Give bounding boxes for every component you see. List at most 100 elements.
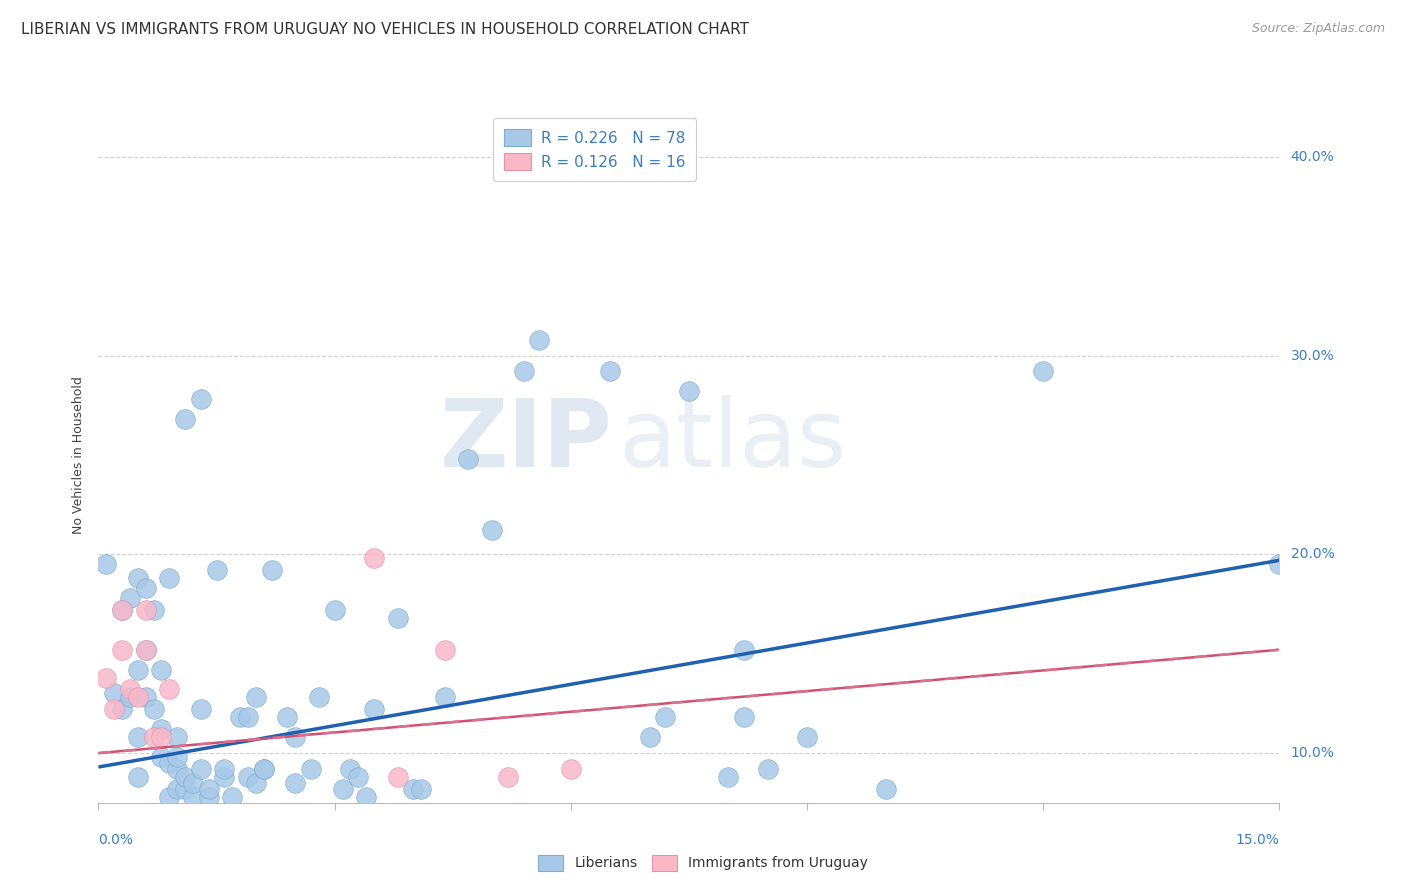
Point <box>214 770 236 784</box>
Point <box>253 762 276 776</box>
Point <box>276 710 298 724</box>
Point <box>654 710 676 724</box>
Point <box>245 690 267 705</box>
Point <box>796 730 818 744</box>
Point <box>157 682 180 697</box>
Point <box>181 776 204 790</box>
Point <box>387 611 409 625</box>
Y-axis label: No Vehicles in Household: No Vehicles in Household <box>72 376 86 533</box>
Text: atlas: atlas <box>619 395 846 487</box>
Point <box>127 730 149 744</box>
Point <box>284 730 307 744</box>
Point <box>481 524 503 538</box>
Point <box>299 762 322 776</box>
Point <box>253 762 276 776</box>
Point <box>142 702 165 716</box>
Point <box>166 781 188 796</box>
Point <box>529 333 551 347</box>
Point <box>96 671 118 685</box>
Point <box>245 776 267 790</box>
Point <box>411 781 433 796</box>
Point <box>717 770 740 784</box>
Point <box>127 690 149 705</box>
Point <box>339 762 361 776</box>
Point <box>135 642 157 657</box>
Point <box>875 781 897 796</box>
Point <box>1268 558 1291 572</box>
Point <box>150 730 173 744</box>
Point <box>103 686 125 700</box>
Point <box>166 730 188 744</box>
Point <box>135 642 157 657</box>
Text: 15.0%: 15.0% <box>1236 833 1279 847</box>
Point <box>142 730 165 744</box>
Point <box>150 663 173 677</box>
Point <box>190 392 212 407</box>
Point <box>433 642 456 657</box>
Point <box>323 603 346 617</box>
Text: 30.0%: 30.0% <box>1291 349 1334 362</box>
Point <box>733 642 755 657</box>
Point <box>678 384 700 399</box>
Legend: Liberians, Immigrants from Uruguay: Liberians, Immigrants from Uruguay <box>533 849 873 876</box>
Point <box>638 730 661 744</box>
Point <box>135 690 157 705</box>
Point <box>174 770 197 784</box>
Point <box>433 690 456 705</box>
Point <box>363 702 385 716</box>
Point <box>221 789 243 804</box>
Text: 40.0%: 40.0% <box>1291 150 1334 164</box>
Point <box>229 710 252 724</box>
Point <box>127 571 149 585</box>
Point <box>103 702 125 716</box>
Text: 0.0%: 0.0% <box>98 833 134 847</box>
Point <box>260 563 283 577</box>
Point <box>190 762 212 776</box>
Point <box>512 364 534 378</box>
Point <box>118 591 141 605</box>
Point <box>174 412 197 426</box>
Point <box>111 642 134 657</box>
Point <box>118 690 141 705</box>
Point <box>496 770 519 784</box>
Point <box>599 364 621 378</box>
Point <box>363 551 385 566</box>
Point <box>150 723 173 737</box>
Point <box>457 451 479 466</box>
Point <box>118 682 141 697</box>
Text: 20.0%: 20.0% <box>1291 548 1334 561</box>
Point <box>197 781 219 796</box>
Point <box>127 770 149 784</box>
Text: 10.0%: 10.0% <box>1291 746 1334 760</box>
Point <box>150 750 173 764</box>
Point <box>214 762 236 776</box>
Point <box>236 770 259 784</box>
Point <box>756 762 779 776</box>
Text: ZIP: ZIP <box>439 395 612 487</box>
Point <box>402 781 425 796</box>
Point <box>111 603 134 617</box>
Point <box>157 789 180 804</box>
Point <box>174 781 197 796</box>
Point <box>96 558 118 572</box>
Text: Source: ZipAtlas.com: Source: ZipAtlas.com <box>1251 22 1385 36</box>
Point <box>197 789 219 804</box>
Point <box>142 603 165 617</box>
Point <box>205 563 228 577</box>
Point <box>308 690 330 705</box>
Point <box>190 702 212 716</box>
Point <box>1032 364 1054 378</box>
Point <box>560 762 582 776</box>
Point <box>387 770 409 784</box>
Legend: R = 0.226   N = 78, R = 0.126   N = 16: R = 0.226 N = 78, R = 0.126 N = 16 <box>494 118 696 181</box>
Point <box>733 710 755 724</box>
Point <box>236 710 259 724</box>
Point <box>135 581 157 595</box>
Point <box>111 603 134 617</box>
Point <box>135 603 157 617</box>
Point <box>284 776 307 790</box>
Point <box>354 789 377 804</box>
Point <box>111 702 134 716</box>
Point <box>181 789 204 804</box>
Point <box>157 571 180 585</box>
